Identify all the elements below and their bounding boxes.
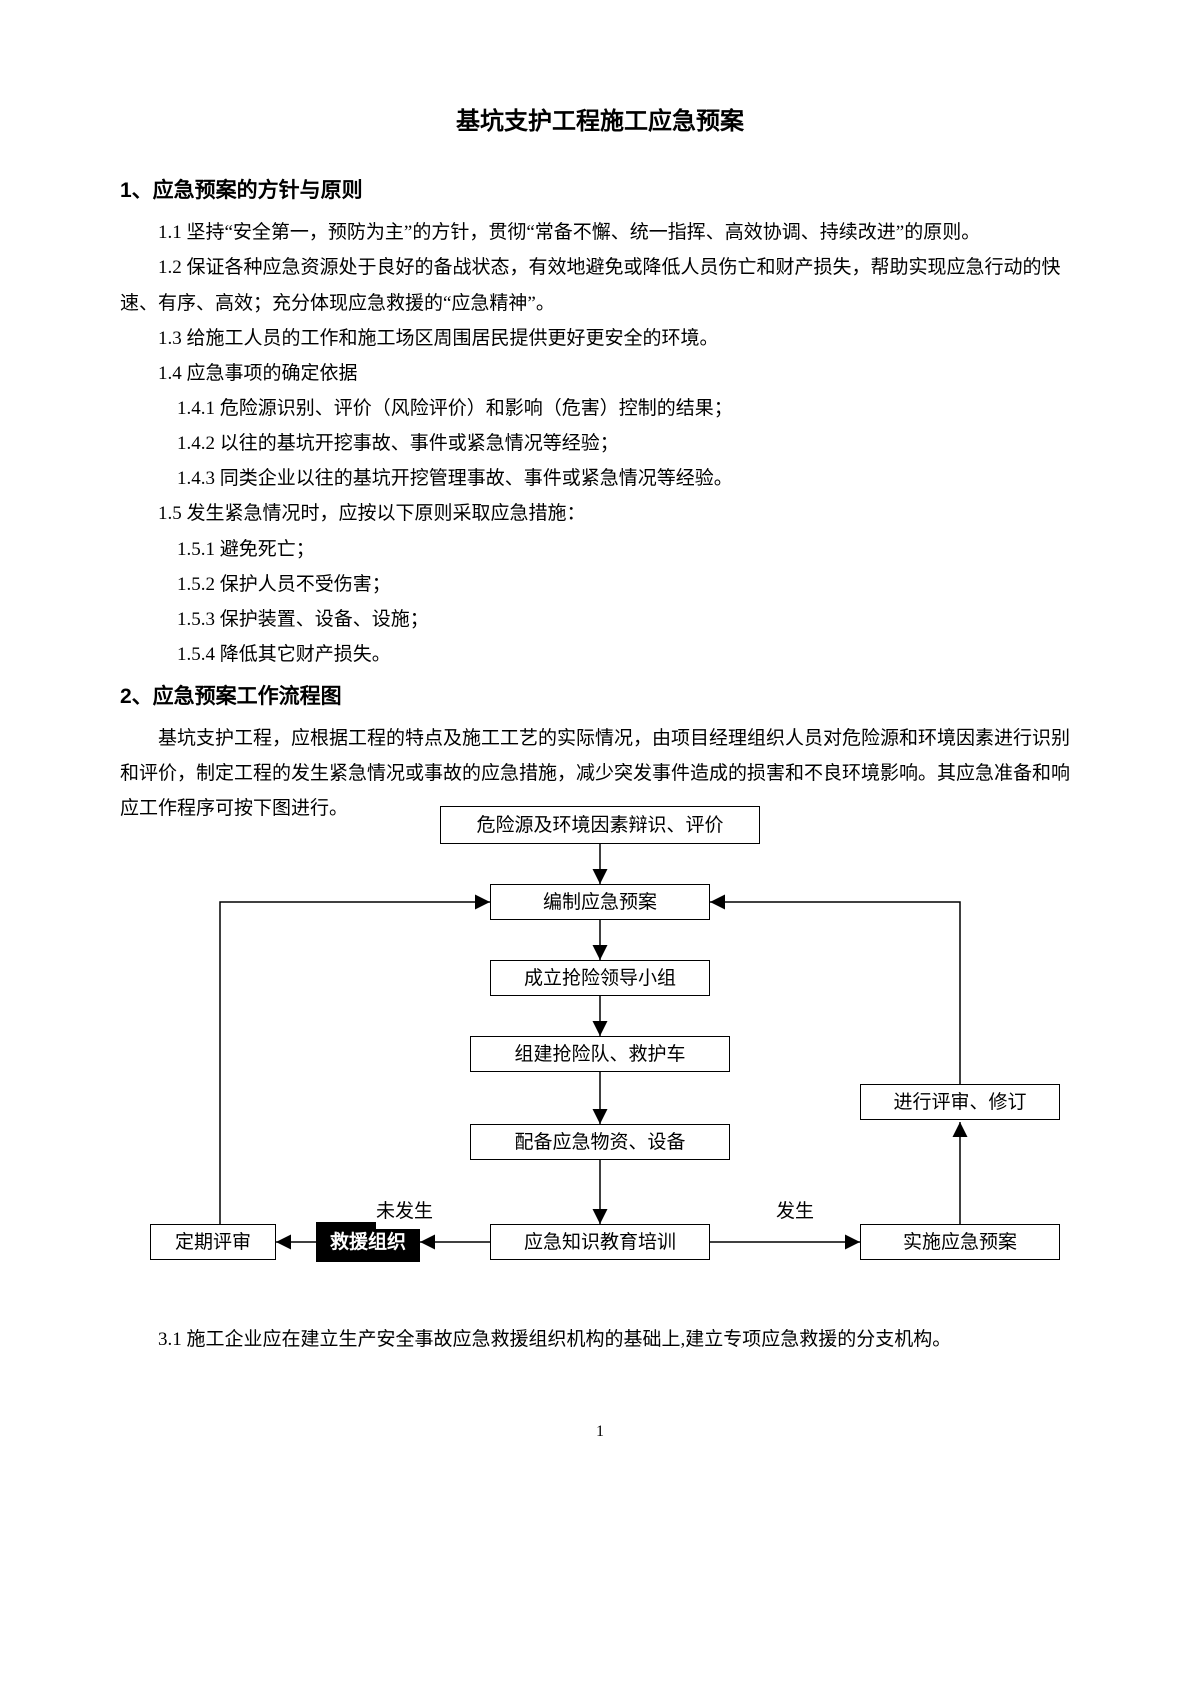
sec1-heading: 1、应急预案的方针与原则 — [120, 172, 1080, 211]
p-1-2: 1.2 保证各种应急资源处于良好的备战状态，有效地避免或降低人员伤亡和财产损失，… — [120, 250, 1080, 320]
p-1-1: 1.1 坚持“安全第一，预防为主”的方针，贯彻“常备不懈、统一指挥、高效协调、持… — [120, 215, 1080, 250]
p-1-4-1: 1.4.1 危险源识别、评价（风险评价）和影响（危害）控制的结果； — [120, 391, 1080, 426]
flow-node-supply: 配备应急物资、设备 — [470, 1124, 730, 1160]
p-1-3: 1.3 给施工人员的工作和施工场区周围居民提供更好更安全的环境。 — [120, 321, 1080, 356]
p-1-5-3: 1.5.3 保护装置、设备、设施； — [120, 602, 1080, 637]
flow-node-training: 应急知识教育培训 — [490, 1224, 710, 1260]
page-number: 1 — [120, 1417, 1080, 1447]
flow-node-plan: 编制应急预案 — [490, 884, 710, 920]
p-3-1: 3.1 施工企业应在建立生产安全事故应急救援组织机构的基础上,建立专项应急救援的… — [120, 1322, 1080, 1357]
p-1-5-2: 1.5.2 保护人员不受伤害； — [120, 567, 1080, 602]
sec2-heading: 2、应急预案工作流程图 — [120, 678, 1080, 717]
flow-node-periodic: 定期评审 — [150, 1224, 276, 1260]
flow-node-rescue: 组建抢险队、救护车 — [470, 1036, 730, 1072]
p-1-5: 1.5 发生紧急情况时，应按以下原则采取应急措施： — [120, 496, 1080, 531]
p-1-4-3: 1.4.3 同类企业以往的基坑开挖管理事故、事件或紧急情况等经验。 — [120, 461, 1080, 496]
flow-node-review: 进行评审、修订 — [860, 1084, 1060, 1120]
flow-label-no: 未发生 — [376, 1194, 433, 1229]
flow-label-yes: 发生 — [776, 1194, 814, 1229]
flowchart: 危险源及环境因素辩识、评价 编制应急预案 成立抢险领导小组 组建抢险队、救护车 … — [120, 802, 1080, 1322]
flow-node-execute: 实施应急预案 — [860, 1224, 1060, 1260]
flow-node-hazard-id: 危险源及环境因素辩识、评价 — [440, 806, 760, 844]
p-1-4-2: 1.4.2 以往的基坑开挖事故、事件或紧急情况等经验； — [120, 426, 1080, 461]
flow-node-team: 成立抢险领导小组 — [490, 960, 710, 996]
p-1-4: 1.4 应急事项的确定依据 — [120, 356, 1080, 391]
p-1-5-4: 1.5.4 降低其它财产损失。 — [120, 637, 1080, 672]
p-1-5-1: 1.5.1 避免死亡； — [120, 532, 1080, 567]
doc-title: 基坑支护工程施工应急预案 — [120, 100, 1080, 144]
